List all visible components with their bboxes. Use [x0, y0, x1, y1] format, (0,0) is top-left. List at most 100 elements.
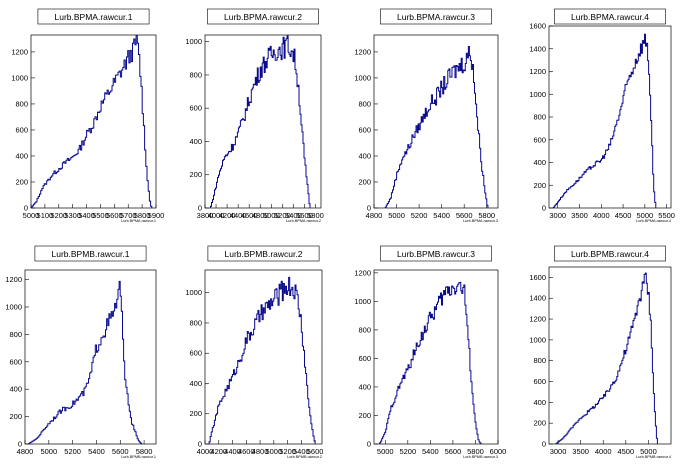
plot-frame [548, 25, 672, 209]
x-tick-label: 5500 [658, 211, 675, 220]
y-tick-label: 1200 [354, 47, 371, 56]
y-tick-label: 600 [189, 104, 202, 113]
title-box [34, 245, 147, 262]
x-tick-label: 5000 [388, 211, 405, 220]
histogram-panel: Lurb.BPMB.rawcur.1 0 200 400 600 800 1000 1200 4… [5, 245, 157, 459]
x-tick-label: 5400 [88, 447, 105, 456]
y-tick-label: 1200 [529, 67, 546, 76]
x-tick-label: 5000 [265, 447, 282, 456]
y-tick-label: 1600 [529, 273, 546, 282]
x-tick-label: 4600 [238, 447, 255, 456]
x-tick-label: 5800 [134, 211, 151, 220]
x-tick-label: 5300 [64, 211, 81, 220]
x-tick-label: 5600 [307, 447, 324, 456]
x-tick-label: 5600 [106, 211, 123, 220]
chart-title: Lurb.BPMB.rawcur.1 [52, 249, 130, 259]
y-tick-label: 1000 [11, 73, 28, 82]
y-tick-label: 800 [533, 356, 546, 365]
histogram-line [30, 35, 153, 208]
y-tick-label: 1000 [354, 73, 371, 82]
plot-frame [548, 266, 672, 445]
x-tick-label: 5400 [285, 211, 302, 220]
y-tick-label: 400 [189, 137, 202, 146]
y-tick-label: 600 [358, 125, 371, 134]
histogram-panel: Lurb.BPMA.rawcur.4 0 200 400 600 800 1000 1200 1… [529, 8, 675, 223]
title-box [37, 8, 150, 25]
x-tick-label: 5400 [433, 211, 450, 220]
y-tick-label: 1200 [5, 275, 22, 284]
y-tick-label: 0 [198, 440, 202, 449]
y-tick-label: 0 [198, 204, 202, 213]
chart-title: Lurb.BPMA.rawcur.3 [397, 12, 475, 22]
plot-frame [373, 269, 499, 445]
x-tick-label: 4000 [208, 211, 225, 220]
y-tick-label: 400 [533, 158, 546, 167]
x-axis-label: Lurb.BPMB.rawcur.3 [463, 455, 498, 459]
y-tick-label: 0 [542, 440, 546, 449]
x-axis-label: Lurb.BPMB.rawcur.4 [636, 455, 671, 459]
y-tick-label: 200 [358, 411, 371, 420]
x-tick-label: 5400 [78, 211, 95, 220]
y-tick-label: 1200 [354, 268, 371, 277]
x-tick-label: 5000 [640, 447, 657, 456]
y-tick-label: 800 [189, 70, 202, 79]
y-tick-label: 800 [533, 113, 546, 122]
y-tick-label: 1200 [11, 47, 28, 56]
chart-title: Lurb.BPMA.rawcur.1 [55, 12, 133, 22]
x-tick-label: 3000 [549, 211, 566, 220]
title-box [554, 8, 666, 25]
y-tick-label: 600 [533, 135, 546, 144]
histogram-panel: Lurb.BPMB.rawcur.3 0 200 400 600 800 1000 1200 5… [354, 245, 506, 459]
x-tick-label: 4200 [219, 211, 236, 220]
y-tick-label: 1000 [529, 335, 546, 344]
x-tick-label: 4500 [617, 447, 634, 456]
y-tick-label: 1000 [529, 90, 546, 99]
x-tick-label: 4200 [210, 447, 227, 456]
y-tick-label: 200 [15, 177, 28, 186]
x-tick-label: 5500 [92, 211, 109, 220]
y-tick-label: 0 [367, 204, 371, 213]
plot-frame [204, 269, 323, 445]
y-tick-label: 200 [533, 181, 546, 190]
y-tick-label: 800 [358, 325, 371, 334]
x-tick-label: 5800 [467, 447, 484, 456]
title-box [380, 8, 492, 25]
y-tick-label: 600 [533, 377, 546, 386]
x-tick-label: 5600 [456, 211, 473, 220]
title-box [207, 8, 319, 25]
x-tick-label: 4800 [252, 447, 269, 456]
y-tick-label: 800 [189, 318, 202, 327]
y-tick-label: 400 [358, 382, 371, 391]
x-tick-label: 4000 [595, 447, 612, 456]
histogram-panel: Lurb.BPMA.rawcur.1 0 200 400 600 800 1000 1200 5… [11, 8, 165, 223]
x-tick-label: 3500 [571, 211, 588, 220]
x-tick-label: 5800 [136, 447, 153, 456]
x-axis-label: Lurb.BPMA.rawcur.3 [463, 219, 498, 223]
y-tick-label: 0 [542, 204, 546, 213]
y-tick-label: 200 [189, 170, 202, 179]
y-tick-label: 600 [15, 125, 28, 134]
x-axis-label: Lurb.BPMB.rawcur.2 [287, 455, 322, 459]
x-tick-label: 5200 [411, 211, 428, 220]
x-tick-label: 4800 [366, 211, 383, 220]
chart-title: Lurb.BPMB.rawcur.3 [397, 249, 475, 259]
y-tick-label: 1000 [354, 297, 371, 306]
chart-title: Lurb.BPMA.rawcur.4 [571, 12, 649, 22]
plot-frame [204, 34, 322, 209]
x-axis-label: Lurb.BPMA.rawcur.2 [286, 219, 321, 223]
x-axis-label: Lurb.BPMA.rawcur.4 [636, 219, 671, 223]
chart-title: Lurb.BPMA.rawcur.2 [224, 12, 302, 22]
title-box [207, 245, 320, 262]
y-tick-label: 400 [358, 151, 371, 160]
histogram-line [379, 281, 482, 444]
x-tick-label: 5900 [148, 211, 165, 220]
y-tick-label: 800 [358, 99, 371, 108]
x-tick-label: 4000 [593, 211, 610, 220]
x-tick-label: 5600 [445, 447, 462, 456]
x-tick-label: 5100 [37, 211, 54, 220]
y-tick-label: 1600 [529, 22, 546, 31]
x-tick-label: 5200 [279, 447, 296, 456]
y-tick-label: 200 [533, 419, 546, 428]
x-tick-label: 5200 [50, 211, 67, 220]
